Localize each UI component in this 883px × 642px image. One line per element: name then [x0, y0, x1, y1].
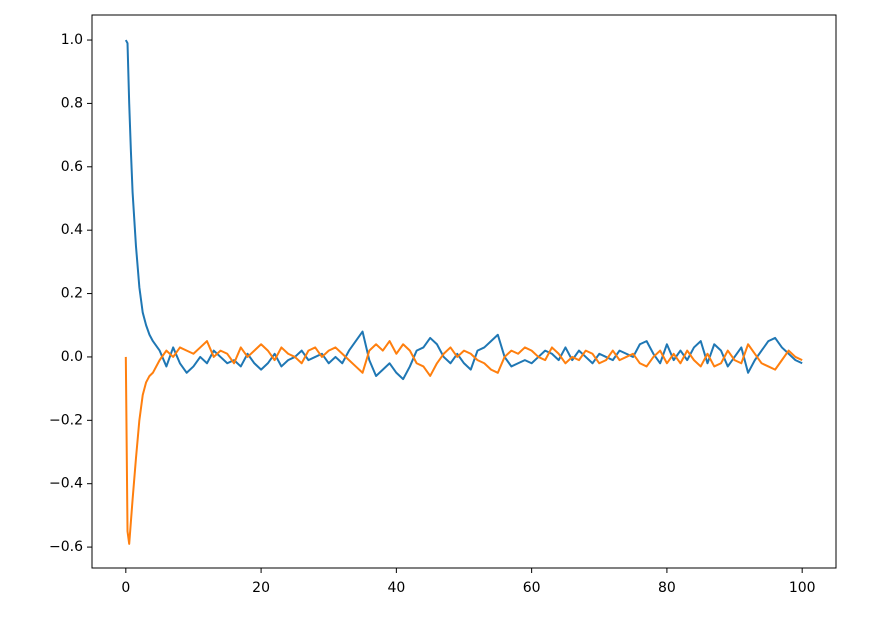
y-tick-label: 0.8 — [61, 95, 83, 111]
series-line — [124, 39, 803, 381]
x-tick-label: 100 — [789, 580, 816, 596]
series-line — [124, 340, 803, 545]
plot-frame — [91, 14, 837, 569]
y-tick-label: 0.6 — [61, 159, 83, 175]
x-tick-label: 20 — [252, 580, 270, 596]
x-tick-label: 60 — [523, 580, 541, 596]
y-tick-label: 0.4 — [61, 222, 83, 238]
y-tick-label: −0.4 — [49, 476, 83, 492]
x-tick-label: 0 — [121, 580, 130, 596]
y-tick-label: −0.2 — [49, 412, 83, 428]
y-tick-label: −0.6 — [49, 539, 83, 555]
y-tick-label: 0.0 — [61, 349, 83, 365]
x-tick-label: 80 — [658, 580, 676, 596]
y-tick-label: 0.2 — [61, 286, 83, 302]
y-tick-label: 1.0 — [61, 32, 83, 48]
x-tick-label: 40 — [387, 580, 405, 596]
